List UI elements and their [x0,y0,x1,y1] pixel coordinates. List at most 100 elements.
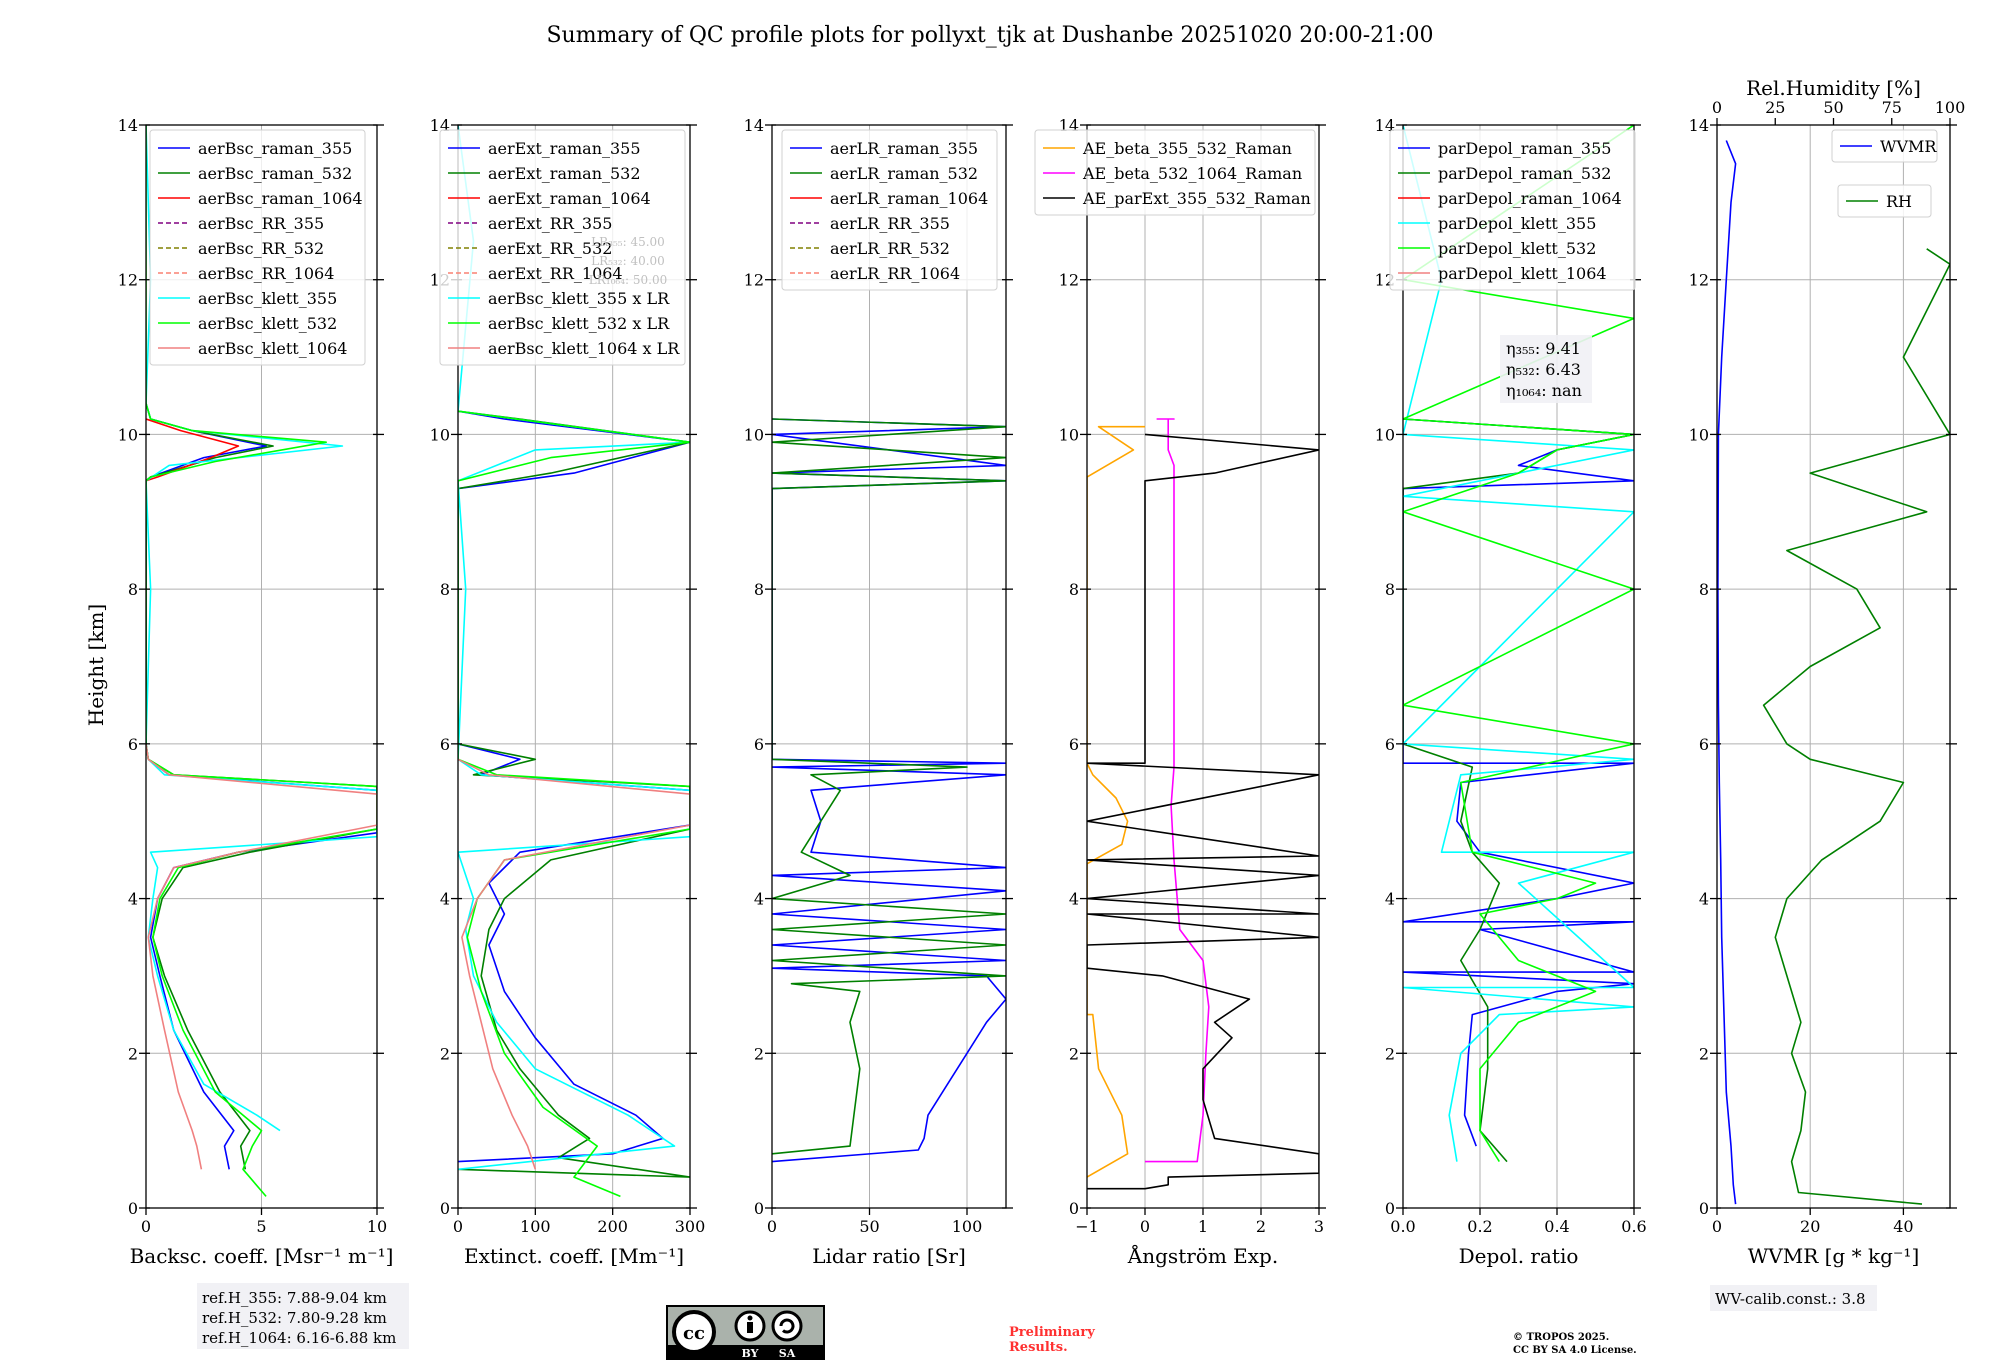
ref-heights-box: ref.H_355: 7.88-9.04 km ref.H_532: 7.80-… [197,1283,409,1349]
figure-title: Summary of QC profile plots for pollyxt_… [546,23,1433,48]
y-tick-label: 8 [754,580,764,599]
x-tick-label: 50 [859,1217,879,1236]
legend-entry-label: aerBsc_klett_1064 x LR [488,339,680,358]
y-axis-label: Height [km] [84,604,108,726]
y-tick-label: 6 [128,735,138,754]
y-tick-label: 8 [128,580,138,599]
x-tick-label: 10 [367,1217,387,1236]
legend: aerExt_raman_355 aerExt_raman_532 aerExt_r… [439,129,686,366]
cc-license-badge: cc BY SA [666,1305,825,1360]
x-tick-label: 100 [952,1217,983,1236]
legend-entry-label: RH [1886,192,1912,211]
y-tick-label: 8 [1385,580,1395,599]
legend-entry-label: aerBsc_RR_355 [198,214,324,233]
ref-height-355: ref.H_355: 7.88-9.04 km [202,1289,387,1307]
legend-box-wvmr: WVMR [1831,129,1938,163]
series-parDepol_raman_532 [1403,418,1634,1163]
x-axis-label: Ångström Exp. [1127,1243,1278,1268]
series-aerBsc_raman_1064 [146,418,240,482]
series-parDepol_raman_355 [1403,418,1634,1147]
panel-2: 024681012140100200300Extinct. coeff. [Mm… [430,116,706,1268]
x-tick-label: 0 [1712,1217,1722,1236]
series-aerBsc_klett_1064 x LR [458,758,690,1170]
x-tick-label: 2 [1256,1217,1266,1236]
legend-entry-label: aerLR_RR_532 [830,239,950,258]
x-tick-label: −1 [1075,1217,1099,1236]
series-AE_beta_355_532_Raman [1087,425,1145,1178]
series-aerExt_raman_532 [458,410,690,1178]
legend-entry-label: AE_beta_532_1064_Raman [1082,164,1302,183]
x-tick-label: 100 [520,1217,551,1236]
legend-entry-label: AE_beta_355_532_Raman [1082,139,1292,158]
lr-note: LR₁₀₆₄: 50.00 [589,273,667,287]
y-tick-label: 2 [754,1044,764,1063]
x-tick-label: 300 [675,1217,706,1236]
y-tick-label: 2 [1385,1044,1395,1063]
copyright-line1: © TROPOS 2025. [1513,1332,1609,1343]
x-tick-label: 0 [453,1217,463,1236]
x-tick-label: 0.0 [1390,1217,1415,1236]
svg-text:cc: cc [683,1323,705,1344]
ref-height-532: ref.H_532: 7.80-9.28 km [202,1309,387,1327]
top-tick-label: 25 [1765,98,1785,117]
top-tick-label: 100 [1935,98,1966,117]
lr-note: LR₅₃₂: 40.00 [591,254,665,268]
plot-frame [1402,124,1635,1209]
legend-entry-label: AE_parExt_355_532_Raman [1082,189,1311,208]
panel-3: 0 2 4 6 8 10 12 14 0 50 100 Lidar ratio [Sr] aerLR_r… [744,116,1013,1268]
y-tick-label: 0 [1385,1199,1395,1218]
legend-entry-label: aerBsc_klett_1064 [198,339,347,358]
y-tick-label: 0 [1699,1199,1709,1218]
y-tick-label: 2 [1069,1044,1079,1063]
legend: AE_beta_355_532_Raman AE_beta_532_1064_Ra… [1034,129,1316,216]
series-AE_beta_532_1064_Raman [1145,418,1210,1163]
series-aerBsc_klett_532 x LR [458,410,690,1198]
series-parDepol_klett_355 [1403,125,1634,1162]
y-tick-label: 4 [1699,890,1709,909]
legend-entry-label: aerBsc_raman_1064 [198,189,363,208]
eta-box: η₃₅₅: 9.41 η₅₃₂: 6.43 η₁₀₆₄: nan [1500,335,1592,403]
series-WVMR [1717,140,1737,1205]
series-aerBsc_raman_355 [146,403,377,1170]
cc-icon [672,1310,716,1354]
y-tick-label: 6 [440,735,450,754]
legend-entry-label: aerExt_RR_1064 [488,264,623,283]
panel-1: 0 2 4 6 8 10 12 14 0 5 10 Backsc. coeff. [Msr⁻¹ m⁻¹… [118,116,394,1268]
legend-entry-label: parDepol_raman_1064 [1438,189,1622,208]
legend-entry-label: aerLR_raman_355 [830,139,978,158]
wv-calib-box: WV-calib.const.: 3.8 [1710,1285,1877,1311]
legend-box-rh: RH [1837,184,1932,218]
legend-entry-label: aerBsc_klett_355 x LR [488,289,670,308]
y-tick-label: 2 [128,1044,138,1063]
y-tick-label: 12 [744,271,764,290]
y-tick-label: 14 [1375,116,1395,135]
x-axis-label: Backsc. coeff. [Msr⁻¹ m⁻¹] [130,1244,394,1268]
x-axis-label: Extinct. coeff. [Mm⁻¹] [464,1244,684,1268]
x-axis-label: Lidar ratio [Sr] [812,1244,966,1268]
y-tick-label: 10 [1689,425,1709,444]
y-tick-label: 6 [1699,735,1709,754]
eta-value: η₃₅₅: 9.41 [1506,339,1581,358]
legend-entry-label: aerBsc_RR_532 [198,239,324,258]
legend-entry-label: parDepol_klett_355 [1438,214,1596,233]
legend-entry-label: aerBsc_klett_532 x LR [488,314,670,333]
legend-entry-label: aerExt_raman_1064 [488,189,651,208]
y-tick-label: 0 [1069,1199,1079,1218]
y-tick-label: 0 [440,1199,450,1218]
y-tick-label: 8 [1069,580,1079,599]
x-tick-label: 200 [597,1217,628,1236]
y-tick-label: 0 [128,1199,138,1218]
x-tick-label: 40 [1893,1217,1913,1236]
preliminary-label-line2: Results. [1009,1340,1068,1355]
top-tick-label: 75 [1882,98,1902,117]
y-tick-label: 14 [1689,116,1709,135]
x-tick-label: 0.6 [1621,1217,1646,1236]
x-tick-label: 3 [1314,1217,1324,1236]
top-tick-label: 0 [1712,98,1722,117]
x-tick-label: 0 [1140,1217,1150,1236]
legend-entry-label: aerBsc_raman_532 [198,164,352,183]
legend-entry-label: parDepol_klett_532 [1438,239,1596,258]
